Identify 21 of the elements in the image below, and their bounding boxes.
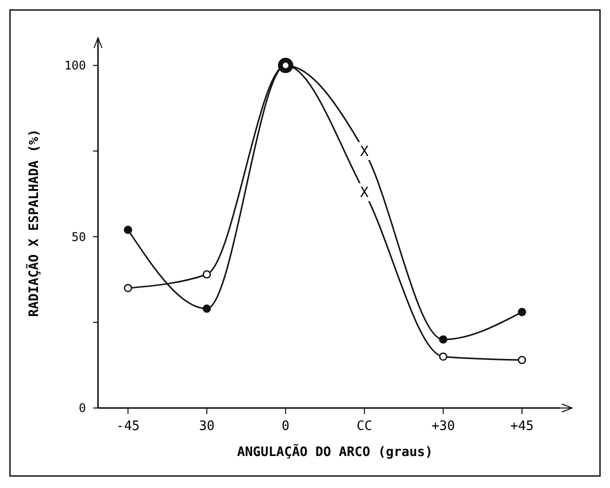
- point: [518, 308, 526, 316]
- y-tick-label: 100: [64, 58, 86, 73]
- x-tick-label: 30: [198, 419, 215, 434]
- x-tick-label: -45: [116, 419, 140, 434]
- annotation: X: [360, 144, 370, 160]
- y-tick-label: 50: [72, 230, 86, 244]
- point: [124, 226, 132, 234]
- y-tick-label: 0: [78, 401, 86, 416]
- point: [439, 335, 448, 344]
- y-axis-title: RADIAÇÃO X ESPALHADA (%): [25, 129, 42, 317]
- point: [518, 356, 526, 364]
- point: [202, 270, 211, 279]
- x-tick-label: 0: [282, 419, 290, 434]
- annotation: X: [360, 185, 370, 202]
- point: [439, 352, 448, 361]
- point: [202, 304, 211, 313]
- x-tick-label: +45: [510, 419, 534, 434]
- x-axis-title: ANGULAÇÃO DO ARCO (graus): [237, 443, 433, 460]
- point: [124, 284, 132, 292]
- x-tick-label: +30: [431, 419, 455, 434]
- x-tick-label: CC: [356, 419, 372, 434]
